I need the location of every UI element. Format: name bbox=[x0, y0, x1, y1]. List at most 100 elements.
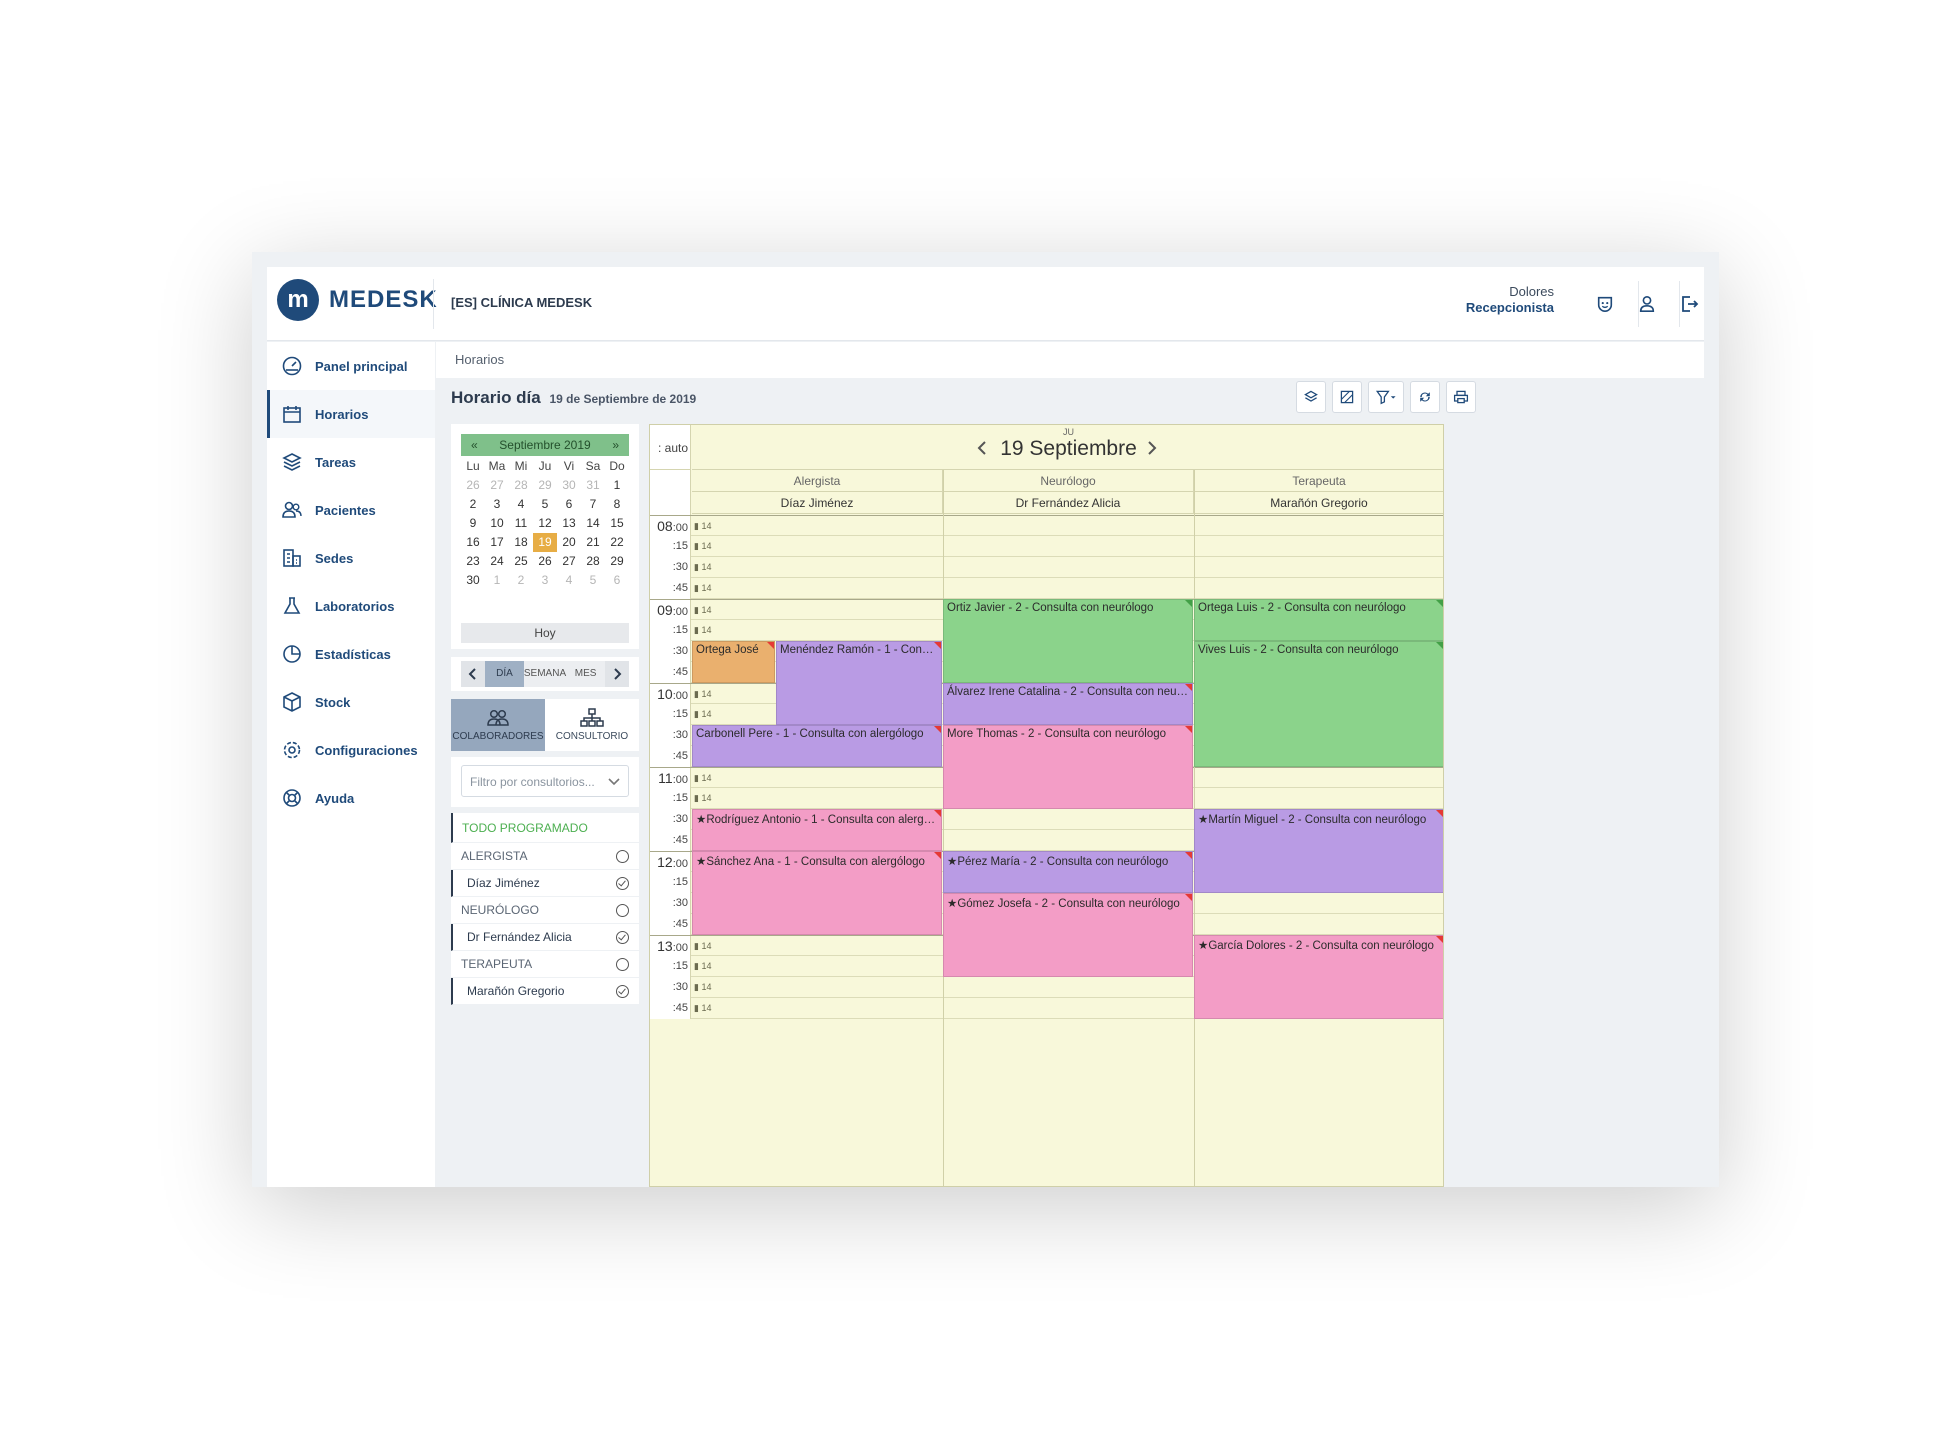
appointment[interactable]: ★Rodríguez Antonio - 1 - Consulta con al… bbox=[692, 809, 942, 851]
calendar-day[interactable]: 2 bbox=[469, 497, 477, 511]
calendar-day[interactable]: 10 bbox=[490, 516, 504, 530]
appointment[interactable]: ★García Dolores - 2 - Consulta con neuró… bbox=[1194, 935, 1443, 1019]
appointment[interactable]: More Thomas - 2 - Consulta con neurólogo bbox=[943, 725, 1193, 809]
role-group-item[interactable]: ALERGISTA bbox=[451, 843, 639, 870]
time-row[interactable]: :30 bbox=[650, 809, 1443, 830]
role-group-item[interactable]: NEURÓLOGO bbox=[451, 897, 639, 924]
appointment[interactable]: Menéndez Ramón - 1 - Consulta con alergó… bbox=[776, 641, 942, 725]
prev-day-icon[interactable] bbox=[976, 441, 988, 455]
time-row[interactable]: :45 ▮ 14 bbox=[650, 998, 1443, 1019]
support-icon[interactable] bbox=[1590, 289, 1620, 319]
appointment[interactable]: ★Sánchez Ana - 1 - Consulta con alergólo… bbox=[692, 851, 942, 935]
view-week-button[interactable]: SEMANA bbox=[523, 668, 567, 679]
calendar-day[interactable]: 23 bbox=[466, 554, 480, 568]
hatch-button[interactable] bbox=[1332, 381, 1362, 413]
column-doctor-header[interactable]: Dr Fernández Alicia bbox=[943, 492, 1194, 514]
role-group-item[interactable]: TERAPEUTA bbox=[451, 951, 639, 978]
calendar-day[interactable]: 2 bbox=[517, 573, 525, 587]
calendar-day[interactable]: 9 bbox=[469, 516, 477, 530]
appointment[interactable]: Ortiz Javier - 2 - Consulta con neurólog… bbox=[943, 599, 1193, 683]
sidebar-item-configuraciones[interactable]: Configuraciones bbox=[267, 726, 435, 774]
sidebar-item-panel-principal[interactable]: Panel principal bbox=[267, 342, 435, 390]
filter-button[interactable] bbox=[1368, 381, 1404, 413]
calendar-day[interactable]: 21 bbox=[586, 535, 600, 549]
calendar-day[interactable]: 27 bbox=[562, 554, 576, 568]
calendar-day[interactable]: 26 bbox=[538, 554, 552, 568]
calendar-day[interactable]: 25 bbox=[514, 554, 528, 568]
calendar-day[interactable]: 19 bbox=[533, 533, 557, 552]
user-info[interactable]: Dolores Recepcionista bbox=[1466, 284, 1554, 316]
appointment[interactable]: Álvarez Irene Catalina - 2 - Consulta co… bbox=[943, 683, 1193, 725]
sidebar-item-horarios[interactable]: Horarios bbox=[267, 390, 435, 438]
calendar-day[interactable]: 6 bbox=[613, 573, 621, 587]
prev-month-button[interactable]: « bbox=[471, 438, 478, 452]
time-row[interactable]: :45 bbox=[650, 830, 1443, 851]
all-scheduled-item[interactable]: TODO PROGRAMADO bbox=[451, 813, 639, 843]
appointment[interactable]: ★Gómez Josefa - 2 - Consulta con neurólo… bbox=[943, 893, 1193, 977]
collaborator-item[interactable]: Dr Fernández Alicia bbox=[451, 924, 639, 951]
appointment[interactable]: Ortega Luis - 2 - Consulta con neurólogo bbox=[1194, 599, 1443, 641]
calendar-day[interactable]: 1 bbox=[493, 573, 501, 587]
calendar-day[interactable]: 28 bbox=[586, 554, 600, 568]
collaborator-item[interactable]: Díaz Jiménez bbox=[451, 870, 639, 897]
office-filter-select[interactable]: Filtro por consultorios... bbox=[461, 765, 629, 797]
calendar-day[interactable]: 14 bbox=[586, 516, 600, 530]
calendar-day[interactable]: 15 bbox=[610, 516, 624, 530]
next-button[interactable] bbox=[605, 661, 630, 687]
check-circle-icon[interactable] bbox=[616, 931, 629, 944]
calendar-day[interactable]: 27 bbox=[490, 478, 504, 492]
time-row[interactable]: :15 ▮ 14 bbox=[650, 536, 1443, 557]
radio-icon[interactable] bbox=[616, 958, 629, 971]
calendar-day[interactable]: 17 bbox=[490, 535, 504, 549]
next-month-button[interactable]: » bbox=[612, 438, 619, 452]
prev-button[interactable] bbox=[461, 661, 485, 687]
next-day-icon[interactable] bbox=[1146, 441, 1158, 455]
time-row[interactable]: :30 ▮ 14 bbox=[650, 557, 1443, 578]
check-circle-icon[interactable] bbox=[616, 985, 629, 998]
sidebar-item-laboratorios[interactable]: Laboratorios bbox=[267, 582, 435, 630]
calendar-day[interactable]: 1 bbox=[613, 478, 621, 492]
appointment[interactable]: Ortega José bbox=[692, 641, 775, 683]
layers-button[interactable] bbox=[1296, 381, 1326, 413]
view-month-button[interactable]: MES bbox=[574, 668, 597, 679]
appointment[interactable]: Vives Luis - 2 - Consulta con neurólogo bbox=[1194, 641, 1443, 767]
time-row[interactable]: :45 ▮ 14 bbox=[650, 578, 1443, 599]
calendar-day[interactable]: 4 bbox=[565, 573, 573, 587]
sidebar-item-pacientes[interactable]: Pacientes bbox=[267, 486, 435, 534]
user-profile-icon[interactable] bbox=[1632, 289, 1662, 319]
calendar-day[interactable]: 11 bbox=[514, 516, 528, 530]
calendar-day[interactable]: 18 bbox=[514, 535, 528, 549]
sidebar-item-estadisticas[interactable]: Estadísticas bbox=[267, 630, 435, 678]
calendar-day[interactable]: 5 bbox=[541, 497, 549, 511]
calendar-day[interactable]: 28 bbox=[514, 478, 528, 492]
calendar-day[interactable]: 3 bbox=[493, 497, 501, 511]
calendar-day[interactable]: 29 bbox=[610, 554, 624, 568]
calendar-day[interactable]: 30 bbox=[466, 573, 480, 587]
print-button[interactable] bbox=[1446, 381, 1476, 413]
view-day-button[interactable]: DÍA bbox=[485, 661, 524, 687]
calendar-day[interactable]: 13 bbox=[562, 516, 576, 530]
calendar-day[interactable]: 5 bbox=[589, 573, 597, 587]
check-circle-icon[interactable] bbox=[616, 877, 629, 890]
calendar-day[interactable]: 16 bbox=[466, 535, 480, 549]
column-doctor-header[interactable]: Marañón Gregorio bbox=[1194, 492, 1443, 514]
sidebar-item-sedes[interactable]: Sedes bbox=[267, 534, 435, 582]
appointment[interactable]: Carbonell Pere - 1 - Consulta con alergó… bbox=[692, 725, 942, 767]
calendar-day[interactable]: 29 bbox=[538, 478, 552, 492]
calendar-day[interactable]: 4 bbox=[517, 497, 525, 511]
calendar-day[interactable]: 20 bbox=[562, 535, 576, 549]
calendar-day[interactable]: 7 bbox=[589, 497, 597, 511]
calendar-day[interactable]: 30 bbox=[562, 478, 576, 492]
calendar-day[interactable]: 22 bbox=[610, 535, 624, 549]
tab-collaborators[interactable]: COLABORADORES bbox=[451, 699, 545, 751]
appointment[interactable]: ★Pérez María - 2 - Consulta con neurólog… bbox=[943, 851, 1193, 893]
logout-icon[interactable] bbox=[1674, 289, 1704, 319]
sidebar-item-ayuda[interactable]: Ayuda bbox=[267, 774, 435, 822]
appointment[interactable]: ★Martín Miguel - 2 - Consulta con neuról… bbox=[1194, 809, 1443, 893]
refresh-button[interactable] bbox=[1410, 381, 1440, 413]
today-button[interactable]: Hoy bbox=[461, 623, 629, 643]
clinic-name[interactable]: [ES] CLÍNICA MEDESK bbox=[451, 295, 593, 310]
sidebar-item-stock[interactable]: Stock bbox=[267, 678, 435, 726]
calendar-day[interactable]: 26 bbox=[466, 478, 480, 492]
tab-office[interactable]: CONSULTORIO bbox=[545, 699, 639, 751]
